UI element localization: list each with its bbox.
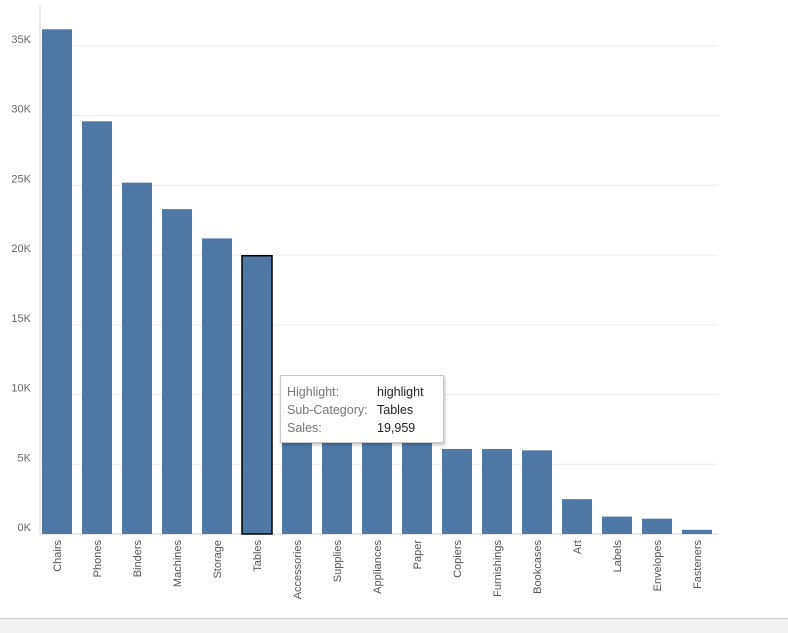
y-tick-label: 35K	[11, 34, 31, 46]
tooltip-key: Highlight:	[287, 385, 340, 399]
bar-bookcases[interactable]	[522, 450, 552, 534]
x-category-label: Phones	[92, 540, 104, 578]
y-tick-label: 25K	[11, 173, 31, 185]
x-category-label: Machines	[172, 540, 184, 588]
x-category-label: Supplies	[332, 540, 344, 583]
y-tick-label: 20K	[11, 243, 31, 255]
x-category-label: Storage	[212, 540, 224, 579]
bars	[42, 29, 712, 535]
bar-chairs[interactable]	[42, 29, 72, 534]
bar-appliances[interactable]	[362, 439, 392, 534]
y-tick-label: 10K	[11, 383, 31, 395]
tooltip: Highlight: highlight Sub-Category: Table…	[280, 375, 444, 443]
bar-machines[interactable]	[162, 209, 192, 535]
y-tick-label: 15K	[11, 313, 31, 325]
x-category-label: Fasteners	[692, 540, 704, 589]
x-category-label: Labels	[612, 540, 624, 573]
bar-envelopes[interactable]	[642, 518, 672, 534]
x-category-label: Tables	[252, 540, 264, 572]
x-category-label: Copiers	[452, 540, 464, 578]
gridlines	[40, 45, 718, 535]
bar-copiers[interactable]	[442, 448, 472, 534]
bar-labels[interactable]	[602, 516, 632, 534]
bar-storage[interactable]	[202, 238, 232, 534]
x-category-label: Art	[572, 540, 584, 554]
tooltip-key: Sub-Category:	[287, 403, 368, 417]
bar-art[interactable]	[562, 499, 592, 534]
x-category-label: Accessories	[292, 540, 304, 600]
bar-phones[interactable]	[82, 121, 112, 534]
bar-binders[interactable]	[122, 182, 152, 534]
x-axis-labels: Chairs Phones Binders Machines Storage Tables…	[52, 540, 704, 600]
tooltip-row-subcategory: Sub-Category: Tables	[287, 401, 437, 419]
y-tick-label: 5K	[18, 452, 32, 464]
bar-furnishings[interactable]	[482, 448, 512, 534]
y-axis-ticks: 0K 5K 10K 15K 20K 25K 30K 35K	[11, 34, 31, 534]
bar-supplies[interactable]	[322, 437, 352, 534]
bar-accessories[interactable]	[282, 436, 312, 534]
bar-paper[interactable]	[402, 440, 432, 534]
y-tick-label: 30K	[11, 104, 31, 116]
tooltip-row-sales: Sales: 19,959	[287, 419, 437, 437]
x-category-label: Appliances	[372, 540, 384, 594]
x-category-label: Furnishings	[492, 540, 504, 597]
x-category-label: Envelopes	[652, 540, 664, 592]
tooltip-value: highlight	[377, 385, 424, 399]
tooltip-row-highlight: Highlight: highlight	[287, 383, 437, 401]
x-category-label: Chairs	[52, 540, 64, 572]
x-category-label: Binders	[132, 540, 144, 578]
tooltip-value: 19,959	[377, 421, 416, 435]
bar-tables[interactable]	[241, 254, 273, 535]
tooltip-key: Sales:	[287, 421, 322, 435]
tooltip-value: Tables	[377, 403, 414, 417]
y-tick-label: 0K	[18, 522, 32, 534]
bar-fasteners[interactable]	[682, 529, 712, 534]
x-category-label: Paper	[412, 540, 424, 570]
x-category-label: Bookcases	[532, 540, 544, 594]
horizontal-scrollbar[interactable]	[0, 618, 788, 633]
